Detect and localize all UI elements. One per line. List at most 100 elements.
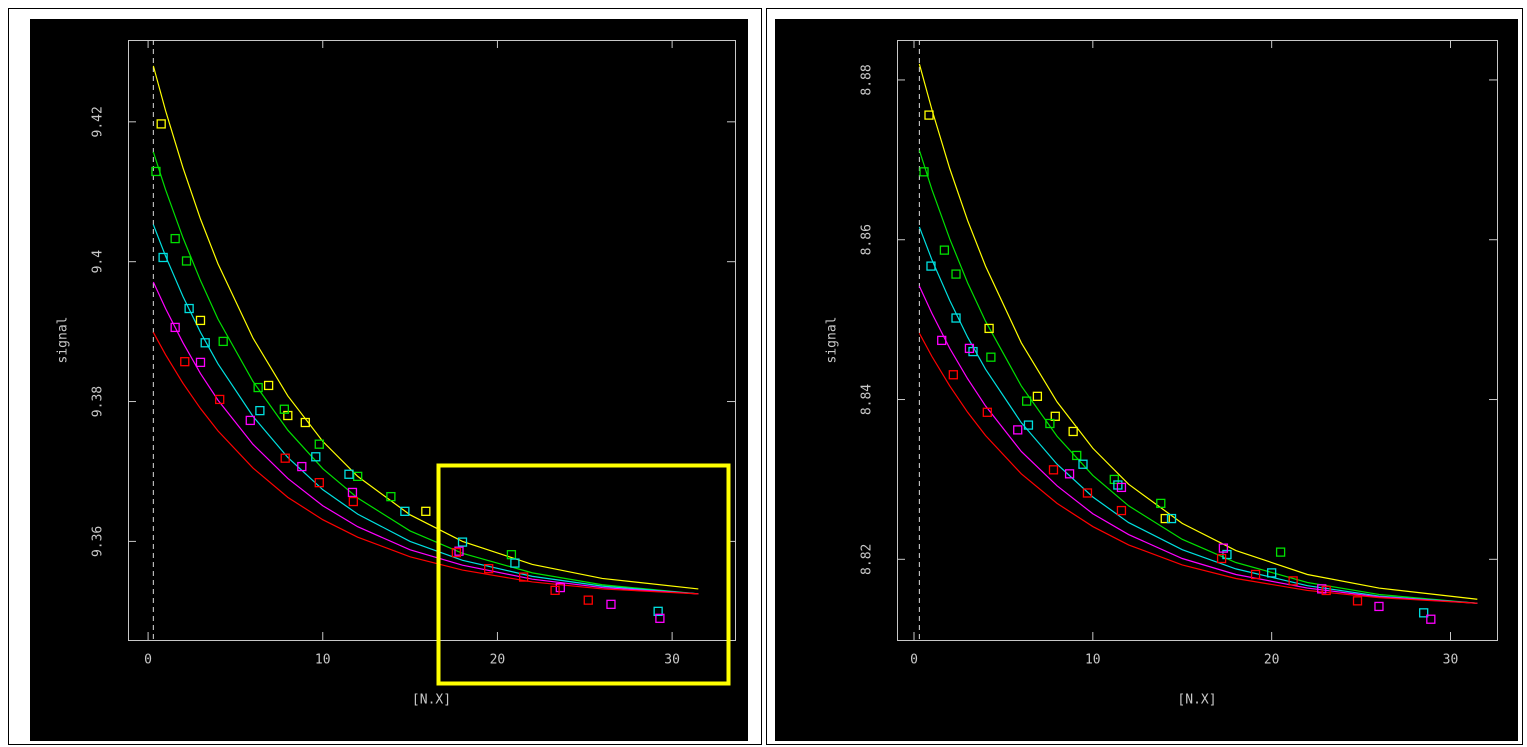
data-point xyxy=(400,506,410,516)
data-point xyxy=(655,613,665,623)
data-point xyxy=(314,478,324,488)
data-point xyxy=(510,558,520,568)
data-point xyxy=(1160,513,1170,524)
data-point xyxy=(195,315,206,326)
data-point xyxy=(151,166,161,177)
data-point xyxy=(263,380,274,391)
fit-curve xyxy=(918,332,1478,604)
data-point xyxy=(1166,513,1177,524)
data-point xyxy=(215,394,225,405)
data-point xyxy=(344,469,354,479)
data-point xyxy=(964,343,975,354)
data-point xyxy=(937,335,947,346)
data-point xyxy=(1321,585,1331,596)
fit-curve xyxy=(918,285,1478,604)
data-point xyxy=(1275,547,1286,557)
data-point xyxy=(200,338,210,348)
data-point xyxy=(279,404,289,414)
data-point xyxy=(180,357,190,367)
data-point xyxy=(1078,459,1088,469)
data-point xyxy=(583,595,593,605)
data-point xyxy=(451,547,462,558)
data-point xyxy=(1048,465,1059,475)
data-point xyxy=(454,546,464,556)
data-point xyxy=(297,461,307,472)
x-tick-label: 20 xyxy=(490,653,506,668)
data-point xyxy=(1156,498,1166,509)
data-point xyxy=(1218,543,1229,553)
data-point xyxy=(484,564,494,574)
data-point xyxy=(347,487,358,498)
x-axis-label: [N.X] xyxy=(1177,693,1216,708)
data-point xyxy=(255,405,265,416)
data-point xyxy=(1064,469,1075,479)
data-point xyxy=(253,382,263,393)
charts: 0 10 20 30 9.36 9.38 9.4 9.42 [N.X] signal 0 10 20 30… xyxy=(56,40,1498,708)
axes-frame xyxy=(128,40,736,641)
y-tick-label: 8.82 xyxy=(860,544,875,575)
data-point xyxy=(170,233,180,244)
data-point xyxy=(348,496,358,507)
data-point xyxy=(1250,569,1261,580)
data-point xyxy=(181,256,192,266)
data-point xyxy=(653,606,663,616)
data-point xyxy=(421,506,431,516)
data-point xyxy=(1013,425,1023,435)
data-point xyxy=(1352,596,1363,606)
data-point xyxy=(1072,450,1082,461)
fit-curve xyxy=(152,151,699,595)
data-point xyxy=(195,357,206,368)
data-point xyxy=(1374,601,1384,612)
x-tick-label: 10 xyxy=(1085,653,1101,668)
y-tick-label: 8.84 xyxy=(860,384,875,415)
y-axis-label: signal xyxy=(56,317,71,364)
plot-background xyxy=(775,19,1518,741)
data-point xyxy=(984,323,994,334)
x-tick-label: 0 xyxy=(144,653,152,668)
data-point xyxy=(1022,396,1032,406)
data-point xyxy=(1116,482,1127,493)
fit-curve xyxy=(152,332,699,595)
data-point xyxy=(518,572,529,582)
data-point xyxy=(1068,426,1078,437)
fit-curve xyxy=(918,150,1478,604)
data-point xyxy=(300,417,310,428)
axes-frame xyxy=(897,40,1498,641)
data-point xyxy=(311,452,321,462)
data-point xyxy=(951,313,961,323)
data-point xyxy=(926,261,936,271)
data-point xyxy=(1082,488,1093,498)
data-point xyxy=(218,336,228,347)
data-point xyxy=(184,303,194,314)
highlight-box xyxy=(436,463,731,686)
x-tick-label: 30 xyxy=(664,653,680,668)
y-tick-label: 9.38 xyxy=(91,386,106,417)
y-tick-label: 9.36 xyxy=(91,526,106,557)
data-point xyxy=(1045,418,1055,429)
x-tick-label: 30 xyxy=(1443,653,1459,668)
x-tick-label: 0 xyxy=(910,653,918,668)
data-point xyxy=(1216,553,1227,564)
data-point xyxy=(245,415,255,426)
data-point xyxy=(1032,391,1043,401)
y-axis-label: signal xyxy=(825,317,840,364)
data-point xyxy=(982,407,992,417)
fit-curve xyxy=(918,226,1478,604)
data-point xyxy=(924,110,934,120)
data-point xyxy=(1023,420,1034,430)
data-point xyxy=(948,370,958,380)
data-point xyxy=(555,582,565,593)
fit-curve xyxy=(918,63,1478,600)
data-point xyxy=(606,599,616,609)
y-tick-label: 8.88 xyxy=(860,64,875,95)
data-point xyxy=(386,491,396,502)
y-tick-label: 9.42 xyxy=(91,106,106,137)
data-point xyxy=(314,439,324,449)
data-point xyxy=(550,585,560,595)
data-point xyxy=(1288,576,1298,586)
y-tick-label: 8.86 xyxy=(860,224,875,255)
data-point xyxy=(1116,505,1127,516)
data-point xyxy=(1419,608,1429,618)
